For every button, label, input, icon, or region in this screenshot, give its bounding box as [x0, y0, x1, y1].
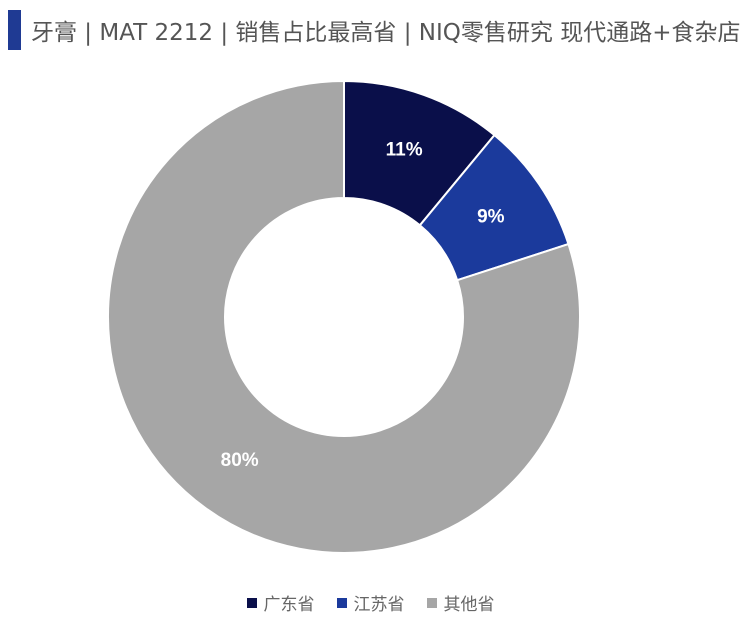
legend-swatch — [426, 597, 437, 608]
legend-label: 其他省 — [443, 595, 495, 615]
donut-slice-3 — [107, 79, 581, 554]
legend-item-2: 江苏省 — [336, 590, 405, 615]
slice-label-2: 9% — [477, 207, 505, 228]
legend-swatch — [336, 597, 347, 608]
slice-label-1: 11% — [386, 139, 423, 160]
legend-label: 江苏省 — [353, 595, 405, 615]
title-accent-bar — [8, 10, 21, 50]
chart-title: 牙膏 | MAT 2212 | 销售占比最高省 | NIQ零售研究 现代通路+食… — [31, 20, 741, 46]
legend-swatch — [246, 597, 257, 608]
slice-label-3: 80% — [221, 450, 259, 471]
chart-legend: 广东省 江苏省 其他省 — [0, 590, 741, 615]
legend-item-3: 其他省 — [426, 590, 495, 615]
legend-label: 广东省 — [263, 595, 315, 615]
legend-item-1: 广东省 — [246, 590, 315, 615]
chart-header: 牙膏 | MAT 2212 | 销售占比最高省 | NIQ零售研究 现代通路+食… — [8, 10, 740, 50]
